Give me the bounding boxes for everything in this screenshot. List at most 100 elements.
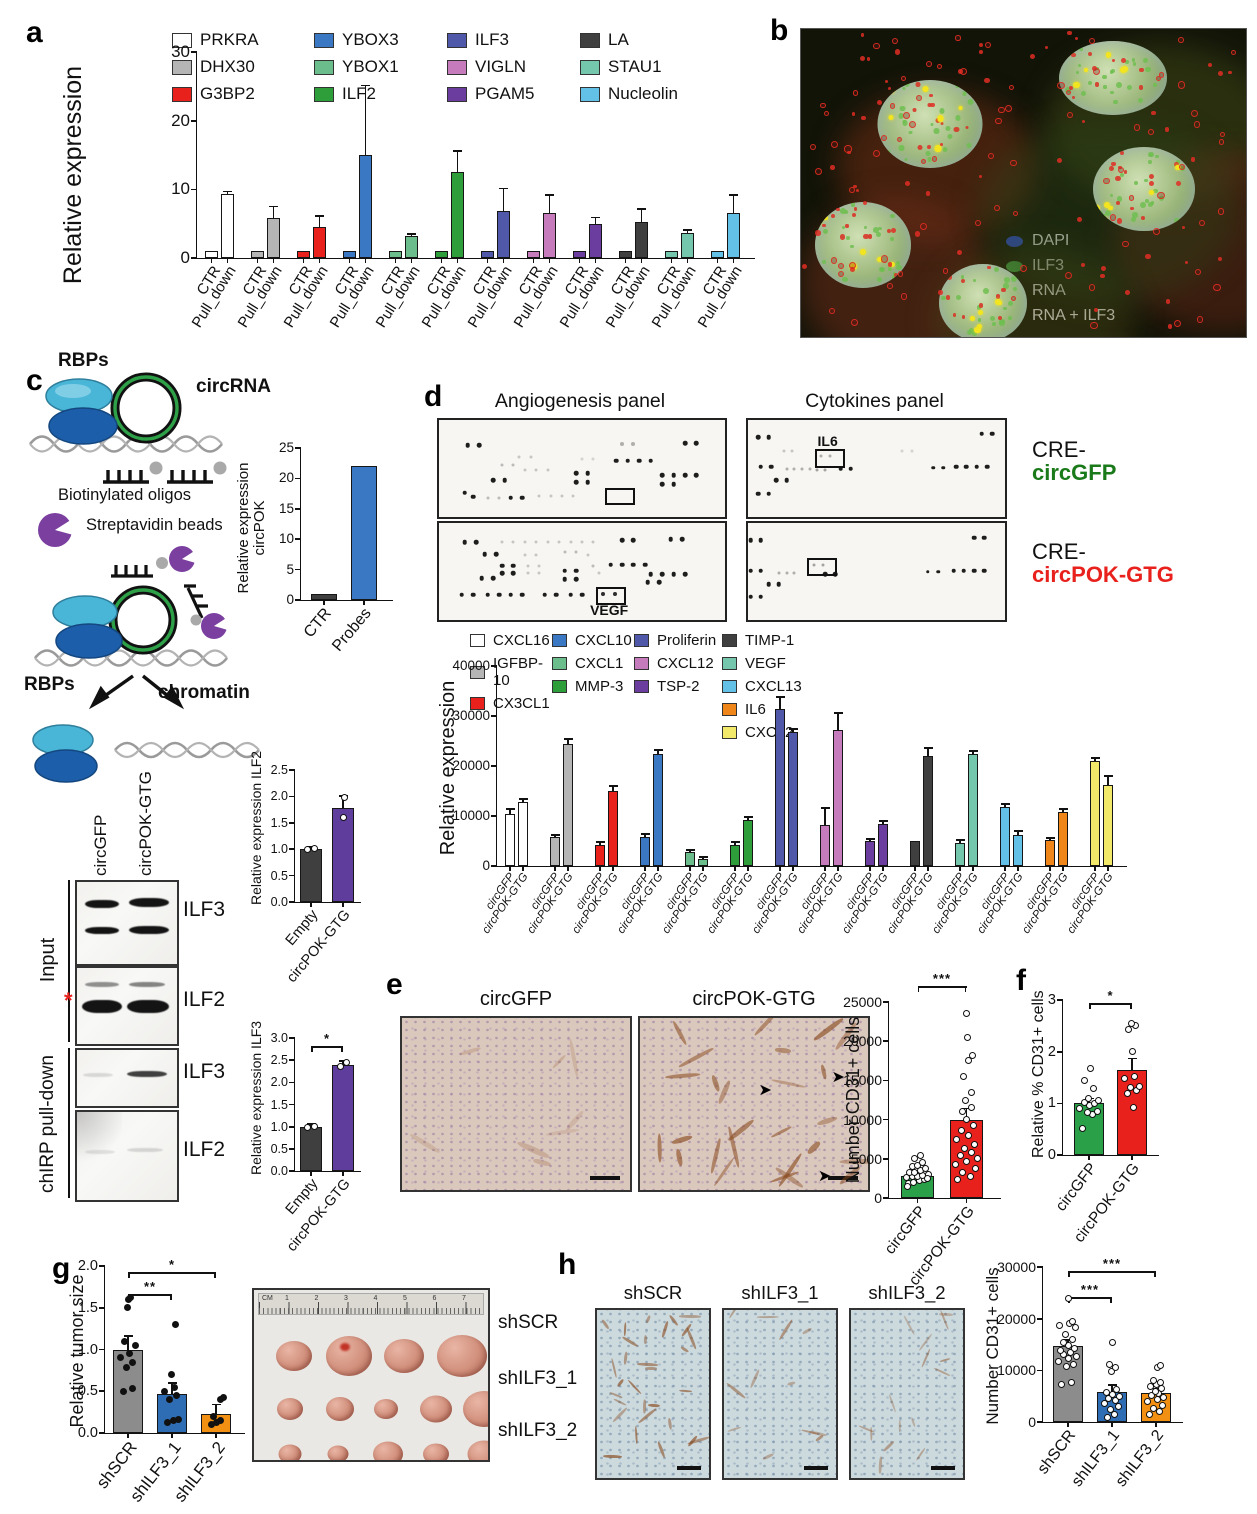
protein-dot [523, 468, 527, 472]
legend-swatch [634, 634, 649, 647]
x-axis-tick [1088, 1155, 1090, 1160]
bar [878, 823, 888, 866]
rna-dot [942, 268, 949, 275]
rna-dot [836, 207, 840, 212]
vessel-stain [710, 1138, 723, 1174]
tumor-row-label-shscr: shSCR [498, 1312, 559, 1333]
vessel-stain [616, 1377, 625, 1387]
vessel-stain [753, 1018, 778, 1037]
rna-ilf3-speck [937, 115, 944, 122]
tumor-row-label-shilf3-1: shILF3_1 [498, 1368, 578, 1389]
vessel-stain [933, 1367, 952, 1378]
protein-dot [982, 535, 987, 540]
data-point [340, 793, 348, 801]
data-point [175, 1416, 183, 1424]
legend-swatch [314, 86, 334, 102]
vessel-stain [921, 1348, 932, 1368]
ilf3-speck [1115, 149, 1120, 154]
rna-dot [927, 145, 932, 150]
vessel-stain [915, 1447, 926, 1462]
vessel-stain [551, 1054, 566, 1070]
bar [313, 227, 326, 258]
biotinylated-oligos-label: Biotinylated oligos [58, 486, 191, 504]
y-axis-tick-label: 3.0 [270, 1031, 288, 1045]
vessel-stain [805, 1139, 822, 1156]
ilf3-speck [892, 275, 898, 281]
rna-dot [809, 143, 817, 151]
ilf2-chart-ylabel: Relative expression ILF2 [248, 750, 264, 905]
y-axis-tick [191, 257, 197, 259]
ilf3-speck [1131, 58, 1136, 63]
protein-dot [671, 472, 676, 478]
ilf3-speck [878, 226, 882, 231]
rna-dot [1148, 181, 1154, 187]
legend-swatch [314, 32, 334, 48]
legend-item: IGFBP-10 [470, 655, 552, 689]
y-axis-tick-label: 25 [278, 440, 294, 455]
legend-column: TIMP-1 VEGF CXCL13 IL6 CXCL2 [722, 632, 814, 747]
data-point [1145, 1411, 1153, 1419]
rna-dot [897, 137, 903, 143]
rna-dot [860, 33, 865, 37]
ilf3-speck [1144, 178, 1149, 183]
protein-dot [812, 563, 816, 567]
tumor-red-spot [339, 1343, 350, 1352]
rna-ilf3-speck [1175, 164, 1181, 171]
panel-d-letter: d [424, 380, 443, 413]
legend-label: CX3CL1 [493, 695, 550, 712]
vessel-stain [602, 1454, 623, 1459]
legend-item: G3BP2 [172, 84, 314, 104]
error-bar-cap [361, 84, 370, 87]
data-point [167, 1371, 175, 1379]
rna-ilf3-speck [1084, 67, 1089, 72]
y-axis-tick [1037, 1369, 1043, 1372]
rna-ilf3-speck [889, 262, 895, 267]
protein-dot [573, 576, 579, 582]
protein-dot [537, 571, 541, 575]
error-bar-cap [788, 727, 798, 730]
y-axis-tick-label: 0 [180, 248, 190, 267]
y-axis-tick [883, 1001, 889, 1003]
significance-bracket [128, 1294, 172, 1296]
ihc-image-shscr [595, 1308, 711, 1480]
rna-dot [1139, 67, 1144, 73]
panel-e-ylabel: Number CD31+ cells [843, 1016, 863, 1184]
legend-column: LA STAU1 Nucleolin [580, 30, 730, 111]
panel-h-title-shscr: shSCR [623, 1282, 683, 1303]
protein-dot [748, 568, 753, 573]
bar [311, 593, 337, 600]
rna-ilf3-speck [1101, 217, 1108, 224]
vegf-annotation: VEGF [590, 601, 629, 618]
data-point [968, 1149, 976, 1157]
bar [563, 743, 573, 866]
protein-dot [785, 571, 789, 575]
ilf3-speck [1110, 91, 1114, 95]
vessel-stain [675, 1148, 684, 1167]
x-axis-tick [1107, 866, 1109, 871]
legend-column: CXCL10 CXCL1 MMP-3 [552, 632, 634, 747]
rna-dot [1167, 324, 1173, 329]
protein-dot [648, 458, 653, 464]
rna-speck [899, 81, 904, 86]
protein-dot [631, 562, 636, 567]
y-axis-tick-label: 20000 [452, 758, 490, 773]
legend-item: TIMP-1 [722, 632, 814, 649]
panel-e-letter: e [386, 968, 403, 1001]
y-axis-tick-label: 30 [171, 42, 190, 61]
data-point [163, 1418, 171, 1426]
error-bar [318, 216, 321, 228]
legend-swatch [172, 59, 192, 75]
bar [1090, 761, 1100, 866]
error-bar-cap [833, 711, 843, 714]
y-axis-tick [99, 1306, 105, 1309]
legend-item: CXCL16 [470, 632, 552, 649]
x-axis-tick [310, 1171, 312, 1176]
ilf3-speck [967, 330, 973, 336]
panel-d-legend: CXCL16 IGFBP-10 CX3CL1 CXCL10 CXCL1 MMP-3 Prol… [470, 632, 814, 747]
error-bar [824, 808, 826, 825]
x-axis-tick [972, 866, 974, 871]
data-point [1127, 1019, 1135, 1027]
protein-dot [534, 468, 538, 472]
rna-ilf3-speck [823, 215, 828, 221]
protein-dot [562, 576, 568, 582]
